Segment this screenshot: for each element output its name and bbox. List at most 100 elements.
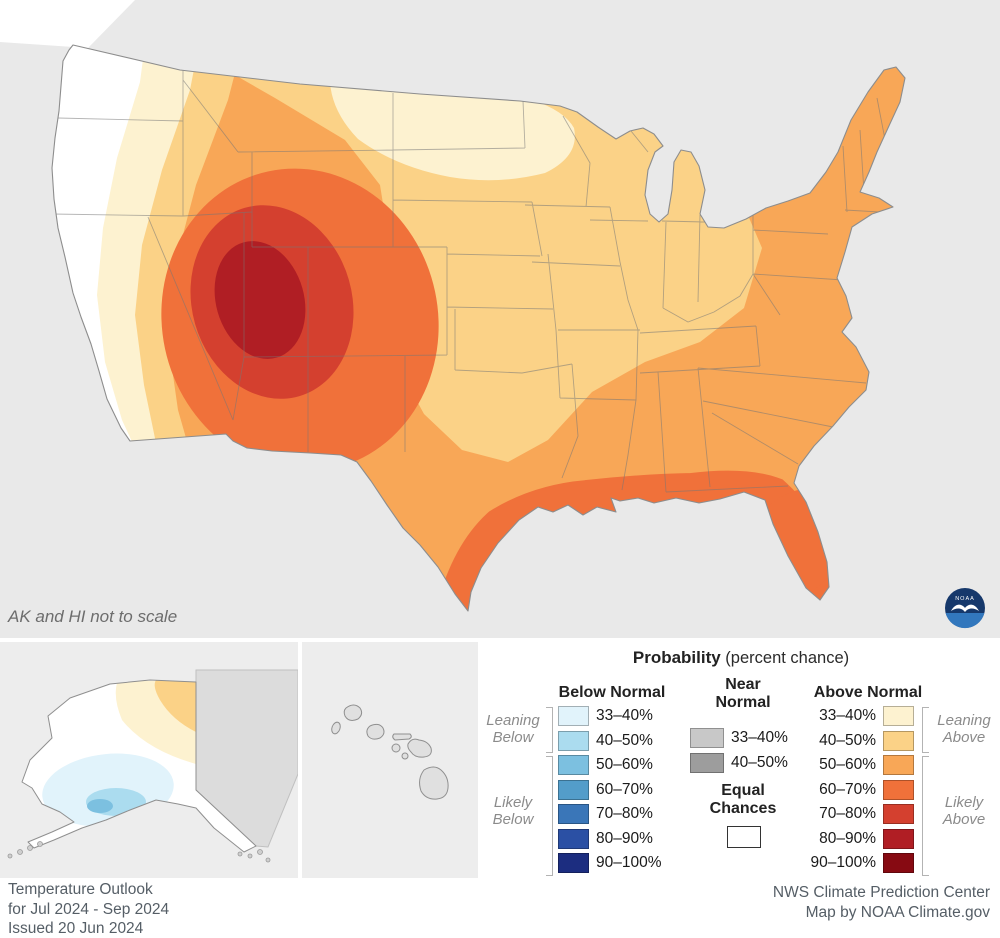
footer-period: for Jul 2024 - Sep 2024 xyxy=(8,900,170,918)
hawaiian-islands xyxy=(331,704,449,800)
insets-row: Probability (percent chance) Below Norma… xyxy=(0,638,1000,878)
footer-left: Temperature Outlook for Jul 2024 - Sep 2… xyxy=(8,880,169,938)
label-equal-chances: Equal Chances xyxy=(709,782,777,817)
bracket-likely-below xyxy=(546,756,553,876)
panhandle-island xyxy=(265,857,271,863)
alaska-below-50-60 xyxy=(87,799,113,813)
legend-swatch-below-33-40 xyxy=(558,706,589,726)
hawaii-island xyxy=(366,723,385,740)
legend-row: 50–60% xyxy=(804,755,914,775)
legend-range-label: 33–40% xyxy=(596,707,653,724)
us-outline xyxy=(51,44,906,612)
footer-issued: Issued 20 Jun 2024 xyxy=(8,920,144,937)
legend-swatch-below-70-80 xyxy=(558,804,589,824)
legend-row: 60–70% xyxy=(804,779,914,800)
legend-row: 80–90% xyxy=(558,828,662,849)
footer: Temperature Outlook for Jul 2024 - Sep 2… xyxy=(0,878,1000,938)
legend-range-label: 60–70% xyxy=(819,780,876,798)
footer-right: NWS Climate Prediction Center Map by NOA… xyxy=(773,883,990,923)
legend-row: 80–90% xyxy=(804,828,914,849)
bracket-likely-above xyxy=(922,756,929,876)
legend-title: Probability (percent chance) xyxy=(482,648,1000,668)
hawaii-island xyxy=(407,738,432,758)
bracket-leaning-above xyxy=(922,707,929,753)
noaa-logo-ocean xyxy=(945,613,985,629)
legend-range-label: 50–60% xyxy=(819,756,876,773)
alaska-outline xyxy=(21,679,257,853)
label-leaning-above: Leaning Above xyxy=(937,712,991,746)
hawaii-island xyxy=(419,766,449,800)
noaa-logo: NOAA xyxy=(945,588,985,629)
legend-panel: Probability (percent chance) Below Norma… xyxy=(482,642,1000,878)
label-leaning-below: Leaning Below xyxy=(486,712,540,746)
legend-swatch-below-50-60 xyxy=(558,755,589,775)
legend-header-above: Above Normal xyxy=(813,684,923,701)
legend-swatch-near-33-40 xyxy=(690,728,724,748)
aleutian-island xyxy=(7,853,13,859)
legend-range-label: 70–80% xyxy=(819,805,876,822)
conus-map-panel: AK and HI not to scale NOAA xyxy=(0,0,985,629)
hawaii-ocean-background xyxy=(302,642,478,878)
hawaii-island xyxy=(391,743,401,753)
state-borders xyxy=(52,66,899,493)
legend-swatch-below-80-90 xyxy=(558,828,589,849)
legend-swatch-above-80-90 xyxy=(883,828,914,849)
alaska-map xyxy=(0,642,298,878)
conus-map xyxy=(0,0,906,612)
legend-row: 90–100% xyxy=(804,853,914,873)
legend-swatch-equal-chances xyxy=(727,826,761,848)
contour-above-40-50-central xyxy=(200,55,762,462)
legend-range-label: 80–90% xyxy=(596,829,653,847)
legend-range-label: 60–70% xyxy=(596,780,653,798)
legend-range-label: 40–50% xyxy=(731,753,788,771)
legend-row: 40–50% xyxy=(804,730,914,751)
legend-row: 33–40% xyxy=(558,706,662,726)
alaska-inset xyxy=(0,642,302,878)
legend-row: 33–40% xyxy=(804,706,914,726)
legend-swatch-above-50-60 xyxy=(883,755,914,775)
hawaii-island xyxy=(331,721,341,735)
legend-range-label: 90–100% xyxy=(596,854,662,871)
contour-equal-chances-west xyxy=(52,45,150,458)
legend-title-sub: (percent chance) xyxy=(720,649,850,667)
legend-swatch-above-90-100 xyxy=(883,853,914,873)
aleutian-islands xyxy=(7,841,271,863)
hawaii-map xyxy=(302,642,478,878)
legend-range-label: 40–50% xyxy=(819,731,876,749)
legend-row: 40–50% xyxy=(558,730,662,751)
legend-swatch-below-90-100 xyxy=(558,853,589,873)
legend-row: 50–60% xyxy=(558,755,662,775)
legend-swatch-above-70-80 xyxy=(883,804,914,824)
aleutian-island xyxy=(37,841,43,847)
footer-title: Temperature Outlook xyxy=(8,881,153,898)
legend-rows-near: 33–40% 40–50% xyxy=(690,728,788,777)
hawaii-island xyxy=(343,704,363,721)
legend-swatch-above-33-40 xyxy=(883,706,914,726)
legend-range-label: 40–50% xyxy=(596,731,653,749)
legend-header-below: Below Normal xyxy=(558,684,666,701)
legend-row: 70–80% xyxy=(804,804,914,824)
bracket-leaning-below xyxy=(546,707,553,753)
footer-credit: Map by NOAA Climate.gov xyxy=(805,904,990,921)
legend-row: 90–100% xyxy=(558,853,662,873)
aleutian-island xyxy=(27,845,33,851)
legend-range-label: 70–80% xyxy=(596,805,653,822)
scale-note: AK and HI not to scale xyxy=(8,607,178,626)
legend-row: 60–70% xyxy=(558,779,662,800)
legend-rows-above: 33–40% 40–50% 50–60% 60–70% 70–80% 80–90… xyxy=(804,706,914,878)
legend-range-label: 33–40% xyxy=(731,729,788,746)
hawaii-island xyxy=(401,752,409,760)
legend-range-label: 33–40% xyxy=(819,707,876,724)
contour-above-80-90-core xyxy=(214,241,306,359)
legend-swatch-near-40-50 xyxy=(690,752,724,773)
legend-swatch-below-60-70 xyxy=(558,779,589,800)
label-likely-above: Likely Above xyxy=(942,794,986,828)
footer-agency: NWS Climate Prediction Center xyxy=(772,884,990,901)
contour-above-33-40-plains xyxy=(330,75,575,181)
panhandle-island xyxy=(257,849,263,855)
legend-row: 33–40% xyxy=(690,728,788,748)
legend-swatch-below-40-50 xyxy=(558,730,589,751)
legend-row: 70–80% xyxy=(558,804,662,824)
legend-title-bold: Probability xyxy=(632,648,721,667)
